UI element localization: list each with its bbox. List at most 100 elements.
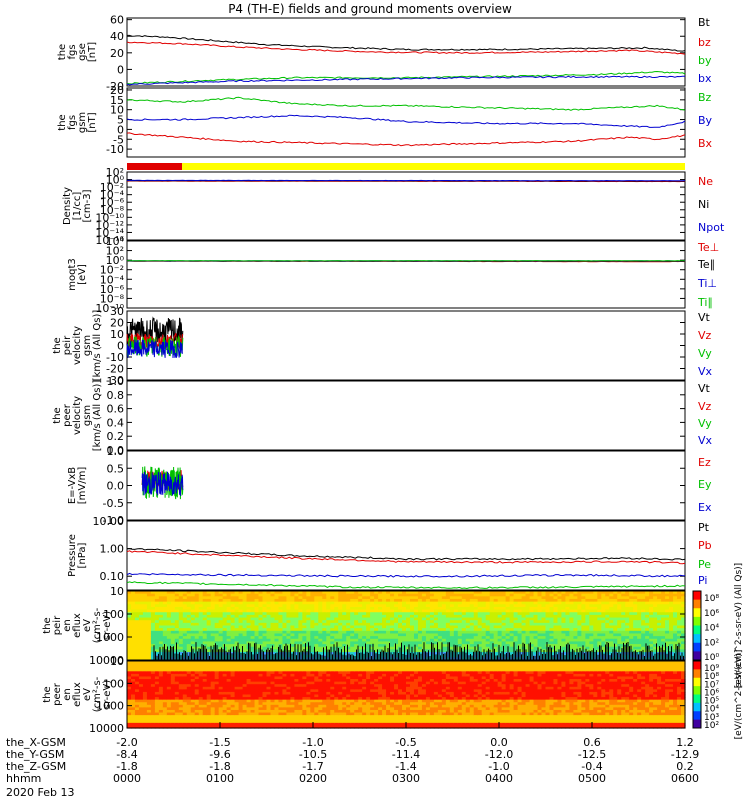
heatmap-cell: [565, 593, 571, 597]
heatmap-cell: [226, 668, 232, 672]
heatmap-cell: [286, 601, 292, 605]
heatmap-cell: [529, 612, 535, 616]
heatmap-cell: [202, 702, 208, 706]
heatmap-cell: [206, 691, 212, 696]
heatmap-cell: [457, 601, 463, 605]
heatmap-cell: [270, 671, 276, 675]
heatmap-cell: [481, 604, 487, 608]
heatmap-cell: [150, 722, 156, 727]
heatmap-cell: [657, 604, 662, 608]
heatmap-cell: [449, 614, 455, 619]
heatmap-cell: [485, 593, 491, 597]
heatmap-cell: [182, 601, 188, 605]
heatmap-cell: [421, 617, 427, 621]
heatmap-cell: [138, 591, 144, 595]
heatmap-cell: [226, 598, 232, 603]
heatmap-cell: [282, 679, 288, 683]
heatmap-cell: [178, 725, 184, 729]
heatmap-cell: [409, 601, 415, 605]
heatmap-cell: [318, 617, 323, 621]
heatmap-cell: [457, 620, 463, 624]
heatmap-cell: [306, 636, 311, 640]
heatmap-cell: [282, 699, 288, 703]
heatmap-cell: [130, 636, 136, 640]
heatmap-cell: [394, 609, 399, 613]
heatmap-cell: [326, 638, 331, 643]
heatmap-cell: [278, 657, 284, 661]
heatmap-cell: [218, 646, 224, 650]
heatmap-cell: [609, 598, 614, 603]
heatmap-cell: [597, 633, 602, 637]
heatmap-cell: [202, 620, 208, 624]
y-tick-label: 10⁻²: [100, 264, 124, 277]
heatmap-cell: [509, 652, 515, 656]
heatmap-cell: [142, 679, 148, 683]
heatmap-cell: [601, 593, 606, 597]
heatmap-cell: [182, 704, 188, 708]
heatmap-cell: [326, 601, 331, 605]
heatmap-cell: [258, 725, 264, 729]
heatmap-cell: [282, 644, 288, 648]
heatmap-cell: [218, 684, 224, 688]
heatmap-cell: [413, 617, 419, 621]
heatmap-cell: [162, 663, 168, 667]
heatmap-cell: [469, 630, 475, 635]
heatmap-cell: [182, 641, 188, 645]
heatmap-cell: [402, 641, 407, 645]
heatmap-cell: [186, 649, 192, 653]
heatmap-cell: [533, 591, 539, 595]
heatmap-cell: [222, 668, 228, 672]
heatmap-cell: [322, 625, 327, 629]
heatmap-cell: [406, 614, 411, 619]
heatmap-cell: [553, 646, 559, 650]
heatmap-cell: [585, 641, 590, 645]
heatmap-cell: [266, 689, 272, 693]
heatmap-cell: [127, 663, 132, 667]
heatmap-cell: [541, 641, 547, 645]
heatmap-cell: [302, 630, 307, 635]
heatmap-cell: [617, 633, 622, 637]
heatmap-cell: [162, 712, 168, 716]
heatmap-cell: [493, 628, 499, 632]
heatmap-cell: [206, 663, 212, 667]
heatmap-cell: [485, 646, 491, 650]
heatmap-cell: [625, 628, 630, 632]
heatmap-cell: [222, 715, 228, 719]
heatmap-cell: [545, 625, 551, 629]
heatmap-cell: [202, 717, 208, 721]
heatmap-cell: [593, 620, 598, 624]
heatmap-cell: [242, 652, 248, 656]
heatmap-cell: [589, 641, 594, 645]
heatmap-cell: [398, 641, 403, 645]
heatmap-cell: [294, 652, 299, 656]
heatmap-cell: [409, 633, 415, 637]
heatmap-cell: [146, 679, 152, 683]
heatmap-cell: [573, 633, 578, 637]
heatmap-cell: [481, 638, 487, 643]
heatmap-cell: [621, 633, 626, 637]
colorbar-title: [eV/(cm^2-s-sr-eV) (All Qs)]: [734, 563, 744, 688]
heatmap-cell: [481, 641, 487, 645]
heatmap-cell: [138, 646, 144, 650]
heatmap-cell: [142, 636, 148, 640]
heatmap-cell: [525, 628, 531, 632]
colorbar-frame: [692, 590, 702, 661]
heatmap-cell: [202, 596, 208, 600]
heatmap-cell: [254, 668, 260, 672]
heatmap-cell: [505, 630, 511, 635]
heatmap-cell: [605, 625, 610, 629]
y-tick-label: 0.6: [107, 403, 125, 416]
heatmap-cell: [473, 609, 479, 613]
heatmap-cell: [557, 638, 563, 643]
heatmap-cell: [330, 598, 335, 603]
heatmap-cell: [127, 712, 132, 716]
legend-label: Vz: [698, 400, 712, 413]
heatmap-cell: [218, 709, 224, 714]
heatmap-cell: [429, 638, 435, 643]
heatmap-cell: [366, 649, 371, 653]
heatmap-cell: [254, 707, 260, 711]
heatmap-cell: [158, 625, 164, 629]
y-tick-label: 0: [117, 340, 124, 353]
heatmap-cell: [346, 649, 351, 653]
heatmap-cell: [657, 625, 662, 629]
